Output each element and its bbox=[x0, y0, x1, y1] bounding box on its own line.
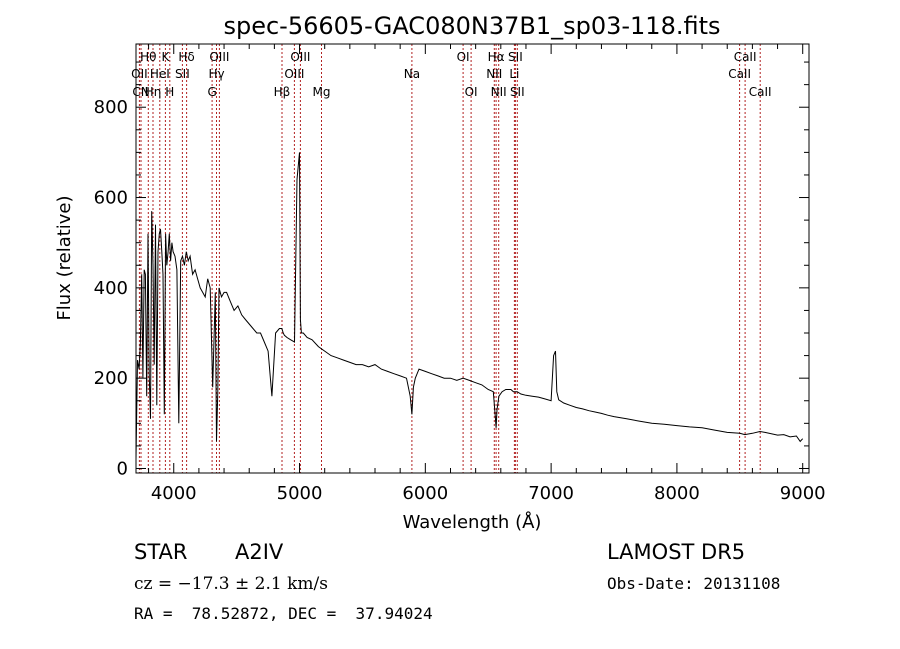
spectral-line-label: CaII bbox=[728, 67, 751, 81]
survey-name: LAMOST DR5 bbox=[607, 540, 746, 564]
spectral-line-label: OI bbox=[457, 50, 470, 64]
y-tick-label: 400 bbox=[94, 278, 128, 299]
spectral-line-markers bbox=[138, 44, 761, 473]
spectral-line-label: Hδ bbox=[178, 50, 194, 64]
y-tick-label: 200 bbox=[94, 368, 128, 389]
spectral-line-label: OIII bbox=[209, 50, 229, 64]
x-tick-label: 7000 bbox=[528, 483, 574, 504]
spectral-line-label: Hγ bbox=[208, 67, 224, 81]
y-axis-label: Flux (relative) bbox=[54, 195, 75, 320]
spectral-line-label: NII bbox=[486, 67, 502, 81]
y-axis: 0 200 400 600 800 bbox=[94, 61, 809, 479]
x-tick-label: 9000 bbox=[780, 483, 826, 504]
spectral-line-label: Na bbox=[404, 67, 420, 81]
spectral-line-label: OIII bbox=[284, 67, 304, 81]
spectral-line-label: SII bbox=[510, 85, 525, 99]
spectral-line-label: K bbox=[161, 50, 170, 64]
spectral-line-label: CN bbox=[132, 85, 149, 99]
spectral-line-label: Hα bbox=[488, 50, 505, 64]
spectral-line-label: H bbox=[165, 85, 174, 99]
y-tick-label: 800 bbox=[94, 97, 128, 118]
x-tick-label: 8000 bbox=[654, 483, 700, 504]
spectral-line-label: HeI bbox=[150, 67, 170, 81]
spectral-line-label: OIII bbox=[290, 50, 310, 64]
x-tick-label: 5000 bbox=[277, 483, 323, 504]
spectral-line-label: CaII bbox=[749, 85, 772, 99]
spectral-line-label: G bbox=[207, 85, 216, 99]
y-tick-label: 600 bbox=[94, 188, 128, 209]
object-class: STAR bbox=[134, 540, 188, 564]
spectral-line-label: SII bbox=[508, 50, 523, 64]
spectral-line-label: Hη bbox=[145, 85, 162, 99]
spectral-line-label: CaII bbox=[734, 50, 757, 64]
object-subclass: A2IV bbox=[235, 540, 284, 564]
observation-date: Obs-Date: 20131108 bbox=[607, 574, 781, 593]
spectral-line-label: Hβ bbox=[274, 85, 291, 99]
spectral-line-label: OI bbox=[465, 85, 478, 99]
x-axis-label: Wavelength (Å) bbox=[403, 511, 542, 533]
plot-frame bbox=[135, 43, 810, 474]
spectrum-series-line bbox=[135, 152, 804, 460]
coordinates: RA = 78.52872, DEC = 37.94024 bbox=[134, 604, 433, 623]
spectral-line-label: SII bbox=[175, 67, 190, 81]
chart-title: spec-56605-GAC080N37B1_sp03-118.fits bbox=[223, 12, 720, 40]
spectral-line-label: Mg bbox=[313, 85, 331, 99]
x-axis: 4000 5000 6000 7000 8000 9000 bbox=[148, 44, 826, 504]
x-tick-label: 4000 bbox=[151, 483, 197, 504]
spectral-line-label: Li bbox=[509, 67, 519, 81]
y-tick-label: 0 bbox=[117, 458, 128, 479]
x-tick-label: 6000 bbox=[402, 483, 448, 504]
redshift-cz: cz = −17.3 ± 2.1 km/s bbox=[134, 574, 328, 594]
spectral-line-label: Hθ bbox=[140, 50, 156, 64]
spectral-line-label: OII bbox=[131, 67, 148, 81]
spectral-line-label: NII bbox=[491, 85, 507, 99]
